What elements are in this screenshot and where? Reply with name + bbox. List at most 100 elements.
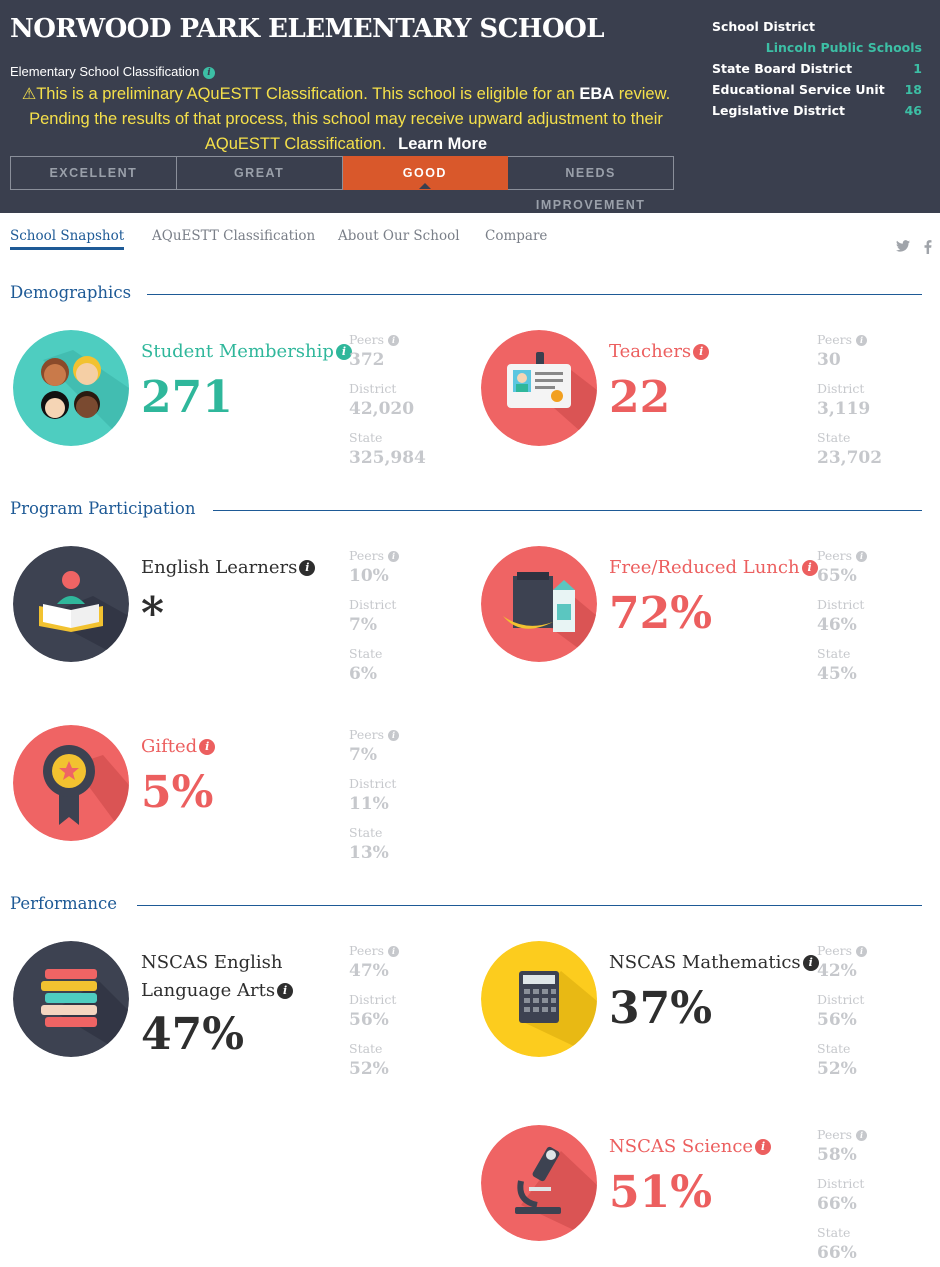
state-value: 6% xyxy=(349,664,377,684)
info-icon[interactable]: i xyxy=(299,560,316,576)
peers-label: Peers xyxy=(349,332,385,347)
info-icon[interactable]: i xyxy=(277,983,294,999)
district-value: 11% xyxy=(349,794,389,814)
metric-gifted: Gifted i 5% Peers i 7% District 11% State… xyxy=(13,725,473,875)
state-value: 325,984 xyxy=(349,448,426,468)
educational-service-unit-row: Educational Service Unit 18 xyxy=(712,82,922,97)
school-name: NORWOOD PARK ELEMENTARY SCHOOL xyxy=(10,14,605,44)
metric-value: 5% xyxy=(141,767,214,818)
district-value: 56% xyxy=(349,1010,389,1030)
warning-icon: ⚠ xyxy=(21,86,37,103)
metric-name: NSCAS Science i xyxy=(609,1133,772,1161)
tab-compare[interactable]: Compare xyxy=(485,228,548,244)
info-icon[interactable]: i xyxy=(388,551,400,562)
classification-needs-improvement: NEEDS IMPROVEMENT xyxy=(508,156,674,212)
section-divider xyxy=(213,510,922,511)
metric-nscas-ela: NSCAS English Language Arts i 47% Peers i … xyxy=(13,941,473,1091)
state-label: State xyxy=(817,1225,851,1240)
metric-value: 47% xyxy=(141,1009,245,1060)
state-label: State xyxy=(817,1041,851,1056)
info-icon[interactable]: i xyxy=(388,335,400,346)
peers-label: Peers xyxy=(349,727,385,742)
district-value: 46% xyxy=(817,615,857,635)
district-label: District xyxy=(349,776,397,791)
books-stack-icon xyxy=(13,941,129,1057)
info-icon[interactable]: i xyxy=(335,344,352,360)
state-label: State xyxy=(817,430,851,445)
peers-label: Peers xyxy=(817,1127,853,1142)
info-icon[interactable]: i xyxy=(856,946,868,957)
tab-school-snapshot[interactable]: School Snapshot xyxy=(10,228,125,250)
section-divider xyxy=(137,905,922,906)
metric-value: 51% xyxy=(609,1167,713,1218)
info-icon[interactable]: i xyxy=(801,560,818,576)
state-label: State xyxy=(817,646,851,661)
award-ribbon-icon xyxy=(13,725,129,841)
peers-label: Peers xyxy=(817,332,853,347)
district-value: 66% xyxy=(817,1194,857,1214)
calculator-icon xyxy=(481,941,597,1057)
comparison-values: Peers i 7% District 11% State 13% xyxy=(349,725,400,872)
info-icon[interactable]: i xyxy=(755,1139,772,1155)
info-icon[interactable]: i xyxy=(199,739,216,755)
metric-value: * xyxy=(141,588,165,639)
peers-value: 30 xyxy=(817,350,841,370)
metric-nscas-mathematics: NSCAS Mathematics i 37% Peers i 42% Distr… xyxy=(481,941,940,1091)
tab-aquestt-classification[interactable]: AQuESTT Classification xyxy=(152,228,316,244)
microscope-icon xyxy=(481,1125,597,1241)
legislative-district-row: Legislative District 46 xyxy=(712,103,922,118)
classification-label: Elementary School Classification i xyxy=(10,64,215,79)
peers-label: Peers xyxy=(349,548,385,563)
metric-name: Gifted i xyxy=(141,733,216,761)
tab-about-our-school[interactable]: About Our School xyxy=(338,228,460,244)
district-label: District xyxy=(349,381,397,396)
school-district-link[interactable]: Lincoln Public Schools xyxy=(765,40,922,55)
state-value: 52% xyxy=(817,1059,857,1079)
district-value: 3,119 xyxy=(817,399,871,419)
twitter-icon[interactable] xyxy=(896,240,910,252)
district-info-panel: School District Lincoln Public Schools S… xyxy=(712,16,922,121)
peers-value: 372 xyxy=(349,350,385,370)
info-icon[interactable]: i xyxy=(856,335,868,346)
comparison-values: Peers i 30 District 3,119 State 23,702 xyxy=(817,330,882,477)
metric-english-learners: English Learners i * Peers i 10% District… xyxy=(13,546,473,696)
info-icon[interactable]: i xyxy=(202,67,215,79)
page-tabs: School Snapshot AQuESTT Classification A… xyxy=(0,213,940,263)
info-icon[interactable]: i xyxy=(693,344,710,360)
peers-label: Peers xyxy=(817,943,853,958)
info-icon[interactable]: i xyxy=(388,946,400,957)
state-label: State xyxy=(349,1041,383,1056)
eba-notice: ⚠This is a preliminary AQuESTT Classific… xyxy=(10,82,682,157)
comparison-values: Peers i 65% District 46% State 45% xyxy=(817,546,868,693)
peers-value: 65% xyxy=(817,566,857,586)
district-value: 56% xyxy=(817,1010,857,1030)
metric-value: 72% xyxy=(609,588,713,639)
metric-name: Free/Reduced Lunch i xyxy=(609,554,818,582)
metric-name: NSCAS English Language Arts i xyxy=(141,949,294,1005)
district-label: District xyxy=(349,992,397,1007)
metric-value: 22 xyxy=(609,372,671,423)
info-icon[interactable]: i xyxy=(856,1130,868,1141)
metric-name: NSCAS Mathematics i xyxy=(609,949,819,977)
comparison-values: Peers i 372 District 42,020 State 325,98… xyxy=(349,330,426,477)
section-title-demographics: Demographics xyxy=(10,283,132,302)
students-faces-icon xyxy=(13,330,129,446)
state-value: 66% xyxy=(817,1243,857,1263)
info-icon[interactable]: i xyxy=(856,551,868,562)
peers-label: Peers xyxy=(817,548,853,563)
state-board-district-row: State Board District 1 xyxy=(712,61,922,76)
info-icon[interactable]: i xyxy=(802,955,819,971)
info-icon[interactable]: i xyxy=(388,730,400,741)
metric-name: Student Membership i xyxy=(141,338,352,366)
peers-value: 58% xyxy=(817,1145,857,1165)
metric-teachers: Teachers i 22 Peers i 30 District 3,119 S… xyxy=(481,330,940,480)
learn-more-link[interactable]: Learn More xyxy=(398,135,488,153)
facebook-icon[interactable] xyxy=(924,240,932,254)
district-label: District xyxy=(349,597,397,612)
state-value: 52% xyxy=(349,1059,389,1079)
classification-excellent: EXCELLENT xyxy=(10,156,177,190)
district-label: District xyxy=(817,992,865,1007)
district-label: District xyxy=(817,381,865,396)
state-value: 23,702 xyxy=(817,448,883,468)
state-value: 45% xyxy=(817,664,857,684)
